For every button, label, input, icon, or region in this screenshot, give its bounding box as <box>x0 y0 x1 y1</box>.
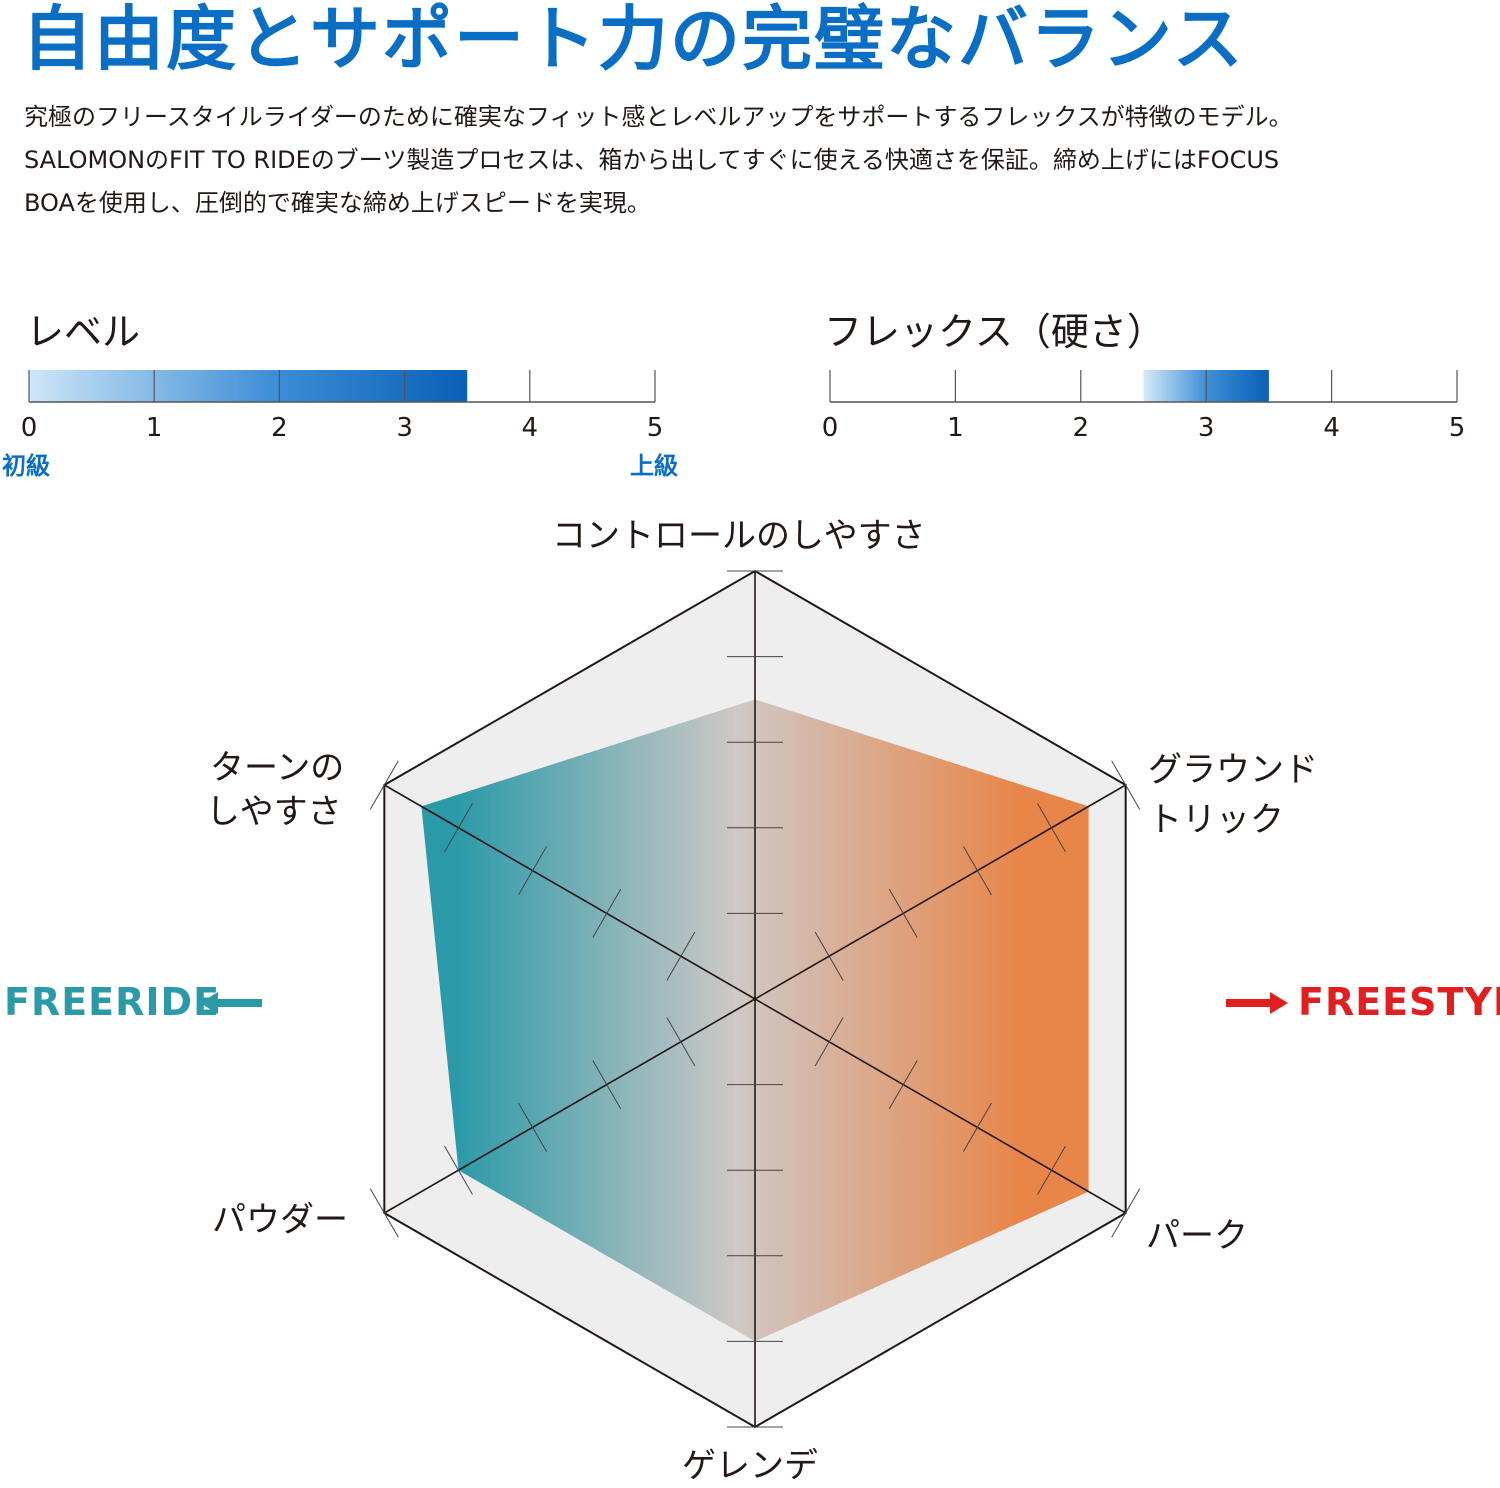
level-tick-label: 1 <box>146 413 163 443</box>
description-line-3: BOAを使用し、圧倒的で確実な締め上げスピードを実現。 <box>24 189 651 217</box>
product-description: 究極のフリースタイルライダーのために確実なフィット感とレベルアップをサポートする… <box>24 96 1494 225</box>
arrow-right-icon <box>1226 992 1288 1014</box>
flex-scale-title: フレックス（硬さ） <box>824 310 1165 354</box>
level-tick-label: 4 <box>522 413 539 443</box>
radar-tick <box>1111 760 1141 810</box>
radar-tick <box>962 1102 992 1152</box>
level-tick-label: 2 <box>271 413 288 443</box>
radar-axis-label-turn-2: しやすさ <box>206 792 342 832</box>
level-tick-label: 5 <box>647 413 664 443</box>
radar-tick <box>814 1017 844 1067</box>
radar-axis-label-park: パーク <box>1146 1216 1248 1256</box>
level-low-label: 初級 <box>2 452 50 480</box>
radar-axis <box>754 998 1127 1214</box>
level-high-label: 上級 <box>630 452 678 480</box>
flex-tick-label: 3 <box>1198 413 1215 443</box>
description-line-1: 究極のフリースタイルライダーのために確実なフィット感とレベルアップをサポートする… <box>24 103 1293 131</box>
description-line-2: SALOMONのFIT TO RIDEのブーツ製造プロセスは、箱から出してすぐに… <box>24 146 1280 174</box>
radar-axis-label-ground-trick-2: トリック <box>1148 800 1284 840</box>
radar-tick <box>666 1017 696 1067</box>
radar-axis-label-ground-trick-1: グラウンド <box>1148 750 1318 790</box>
radar-tick <box>518 846 548 896</box>
level-range-bar <box>29 370 468 402</box>
radar-tick <box>444 803 473 853</box>
flex-tick-label: 5 <box>1449 413 1466 443</box>
level-scale: 0 1 2 3 4 5 <box>21 370 664 443</box>
radar-tick <box>369 760 399 810</box>
radar-tick <box>518 1102 548 1152</box>
radar-axis <box>754 784 1127 1000</box>
radar-axis-label-control: コントロールのしやすさ <box>552 516 926 556</box>
radar-axis-label-turn-1: ターンの <box>210 748 345 788</box>
radar-axis <box>383 998 756 1214</box>
flex-tick-label: 4 <box>1323 413 1340 443</box>
freestyle-label: FREESTYLE <box>1298 980 1500 1024</box>
freeride-label: FREERIDE <box>4 980 221 1024</box>
flex-tick-label: 0 <box>822 413 839 443</box>
radar-tick <box>888 1060 918 1110</box>
radar-axis <box>383 784 756 1000</box>
radar-tick <box>369 1188 399 1238</box>
radar-tick <box>1111 1188 1141 1238</box>
radar-tick <box>592 888 622 938</box>
radar-axis-label-slope: ゲレンデ <box>682 1446 818 1486</box>
page-title: 自由度とサポート力の完璧なバランス <box>22 0 1245 80</box>
level-tick-label: 3 <box>396 413 413 443</box>
flex-scale: 0 1 2 3 4 5 <box>822 370 1466 443</box>
radar-tick <box>1037 803 1066 853</box>
flex-tick-label: 1 <box>947 413 964 443</box>
radar-tick <box>814 931 844 981</box>
flex-tick-label: 2 <box>1073 413 1090 443</box>
radar-axis-label-powder: パウダー <box>212 1200 348 1240</box>
radar-tick <box>592 1060 622 1110</box>
radar-tick <box>962 846 992 896</box>
level-scale-title: レベル <box>26 310 141 354</box>
radar-tick <box>444 1145 473 1195</box>
radar-tick <box>666 931 696 981</box>
radar-tick <box>1037 1145 1066 1195</box>
arrow-left-icon <box>200 992 262 1014</box>
level-tick-label: 0 <box>21 413 38 443</box>
radar-tick <box>888 888 918 938</box>
